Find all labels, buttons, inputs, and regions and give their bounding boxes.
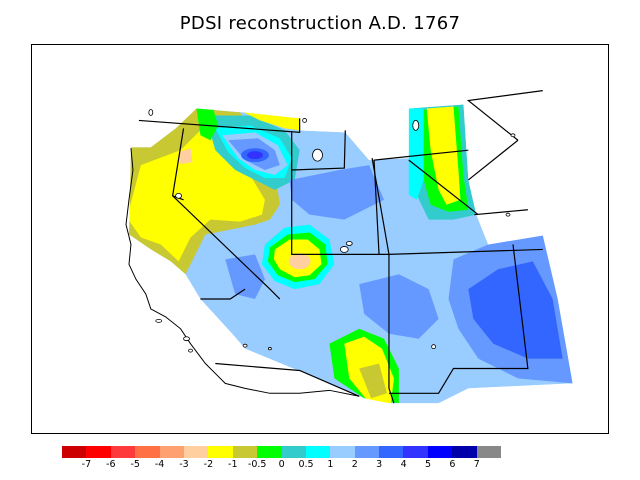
colorbar-swatch <box>86 446 110 458</box>
colorbar-swatch <box>208 446 232 458</box>
colorbar-tick-label: 3 <box>376 459 382 470</box>
mask-northeast <box>463 101 606 245</box>
colorbar-swatch <box>282 446 306 458</box>
map-panel <box>31 44 609 434</box>
colorbar-swatch <box>62 446 86 458</box>
colorbar-tick-label: 0.5 <box>298 459 313 470</box>
colorbar-tick-label: 6 <box>449 459 455 470</box>
dry-zone-utah-core <box>289 253 311 269</box>
colorbar-swatch <box>135 446 159 458</box>
colorbar-tick-label: 7 <box>474 459 480 470</box>
colorbar-labels: -7 -6 -5 -4 -3 -2 -1 -0.5 0 0.5 1 2 3 4 5 6 7 <box>0 459 640 473</box>
colorbar-tick-label: -0.5 <box>248 459 267 470</box>
colorbar-tick-label: -5 <box>130 459 139 470</box>
colorbar-tick-label: -4 <box>155 459 164 470</box>
colorbar-swatch <box>233 446 257 458</box>
colorbar-tick-label: 5 <box>425 459 431 470</box>
colorbar-swatch <box>306 446 330 458</box>
colorbar-swatch <box>111 446 135 458</box>
colorbar-tick-label: 4 <box>401 459 407 470</box>
colorbar-tick-label: 0 <box>279 459 285 470</box>
colorbar-swatch <box>184 446 208 458</box>
colorbar-tick-label: 2 <box>352 459 358 470</box>
map-title: PDSI reconstruction A.D. 1767 <box>0 13 640 34</box>
colorbar-swatch <box>452 446 476 458</box>
colorbar-tick-label: -6 <box>106 459 115 470</box>
colorbar-swatch <box>257 446 281 458</box>
colorbar-swatch <box>355 446 379 458</box>
wet-zone-north-center <box>247 151 263 159</box>
colorbar-tick-label: -1 <box>228 459 237 470</box>
colorbar-swatch <box>379 446 403 458</box>
colorbar-swatch <box>403 446 427 458</box>
colorbar-tick-label: -7 <box>82 459 91 470</box>
colorbar-swatch <box>330 446 354 458</box>
colorbar <box>62 446 501 458</box>
colorbar-swatch <box>428 446 452 458</box>
colorbar-tick-label: -3 <box>179 459 188 470</box>
colorbar-swatch <box>160 446 184 458</box>
colorbar-tick-label: 1 <box>327 459 333 470</box>
pdsi-map <box>32 45 607 432</box>
colorbar-tick-label: -2 <box>204 459 213 470</box>
colorbar-swatch <box>477 446 501 458</box>
